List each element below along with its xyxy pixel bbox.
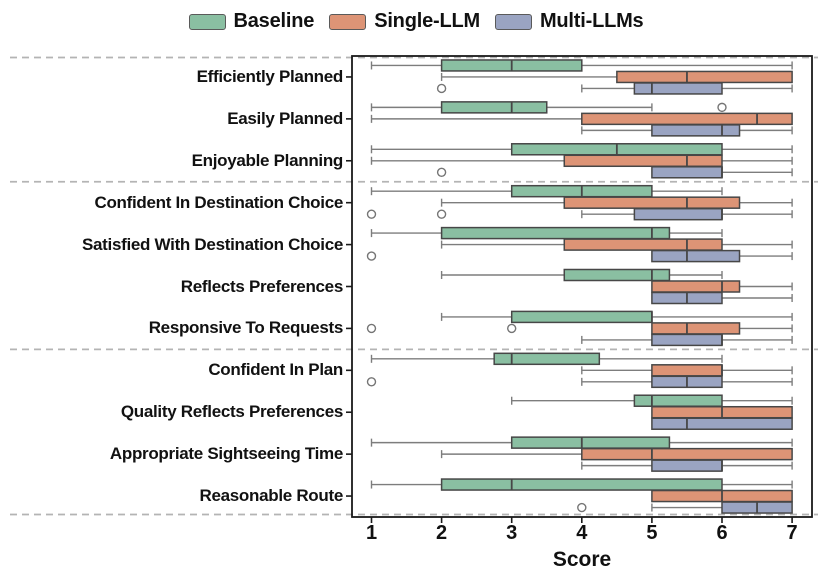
category-label-reasonable-route: Reasonable Route	[199, 486, 343, 506]
category-label-enjoyable-planning: Enjoyable Planning	[191, 150, 344, 170]
legend-label-single-llm: Single-LLM	[374, 10, 480, 32]
x-tick-label-6: 6	[716, 522, 728, 544]
category-label-easily-planned: Easily Planned	[227, 108, 343, 128]
multi-llms-swatch-icon	[494, 13, 532, 30]
category-label-confident-in-destination-choice: Confident In Destination Choice	[94, 192, 343, 212]
category-label-appropriate-sightseeing-time: Appropriate Sightseeing Time	[109, 444, 343, 464]
category-label-confident-in-plan: Confident In Plan	[208, 360, 343, 380]
x-tick-label-5: 5	[646, 522, 658, 544]
x-tick-label-3: 3	[506, 522, 518, 544]
baseline-swatch-icon	[188, 13, 226, 30]
x-tick-label-1: 1	[365, 522, 378, 544]
legend-item-single-llm: Single-LLM	[329, 10, 480, 33]
category-label-efficiently-planned: Efficiently Planned	[196, 66, 344, 86]
x-tick-label-2: 2	[436, 522, 448, 544]
legend-label-baseline: Baseline	[233, 10, 315, 32]
category-label-quality-reflects-preferences: Quality Reflects Preferences	[120, 402, 343, 422]
legend-item-baseline: Baseline	[188, 10, 315, 33]
legend-item-multi-llms: Multi-LLMs	[494, 10, 644, 33]
x-axis-title: Score	[552, 548, 612, 571]
category-label-satisfied-with-destination-choice: Satisfied With Destination Choice	[81, 234, 343, 254]
legend-label-multi-llms: Multi-LLMs	[539, 10, 644, 32]
x-tick-label-7: 7	[786, 522, 798, 544]
category-label-reflects-preferences: Reflects Preferences	[180, 276, 344, 296]
category-label-responsive-to-requests: Responsive To Requests	[148, 318, 344, 338]
x-tick-label-4: 4	[576, 522, 588, 544]
single-llm-swatch-icon	[329, 13, 367, 30]
legend: Baseline Single-LLM Multi-LLMs	[0, 10, 832, 33]
